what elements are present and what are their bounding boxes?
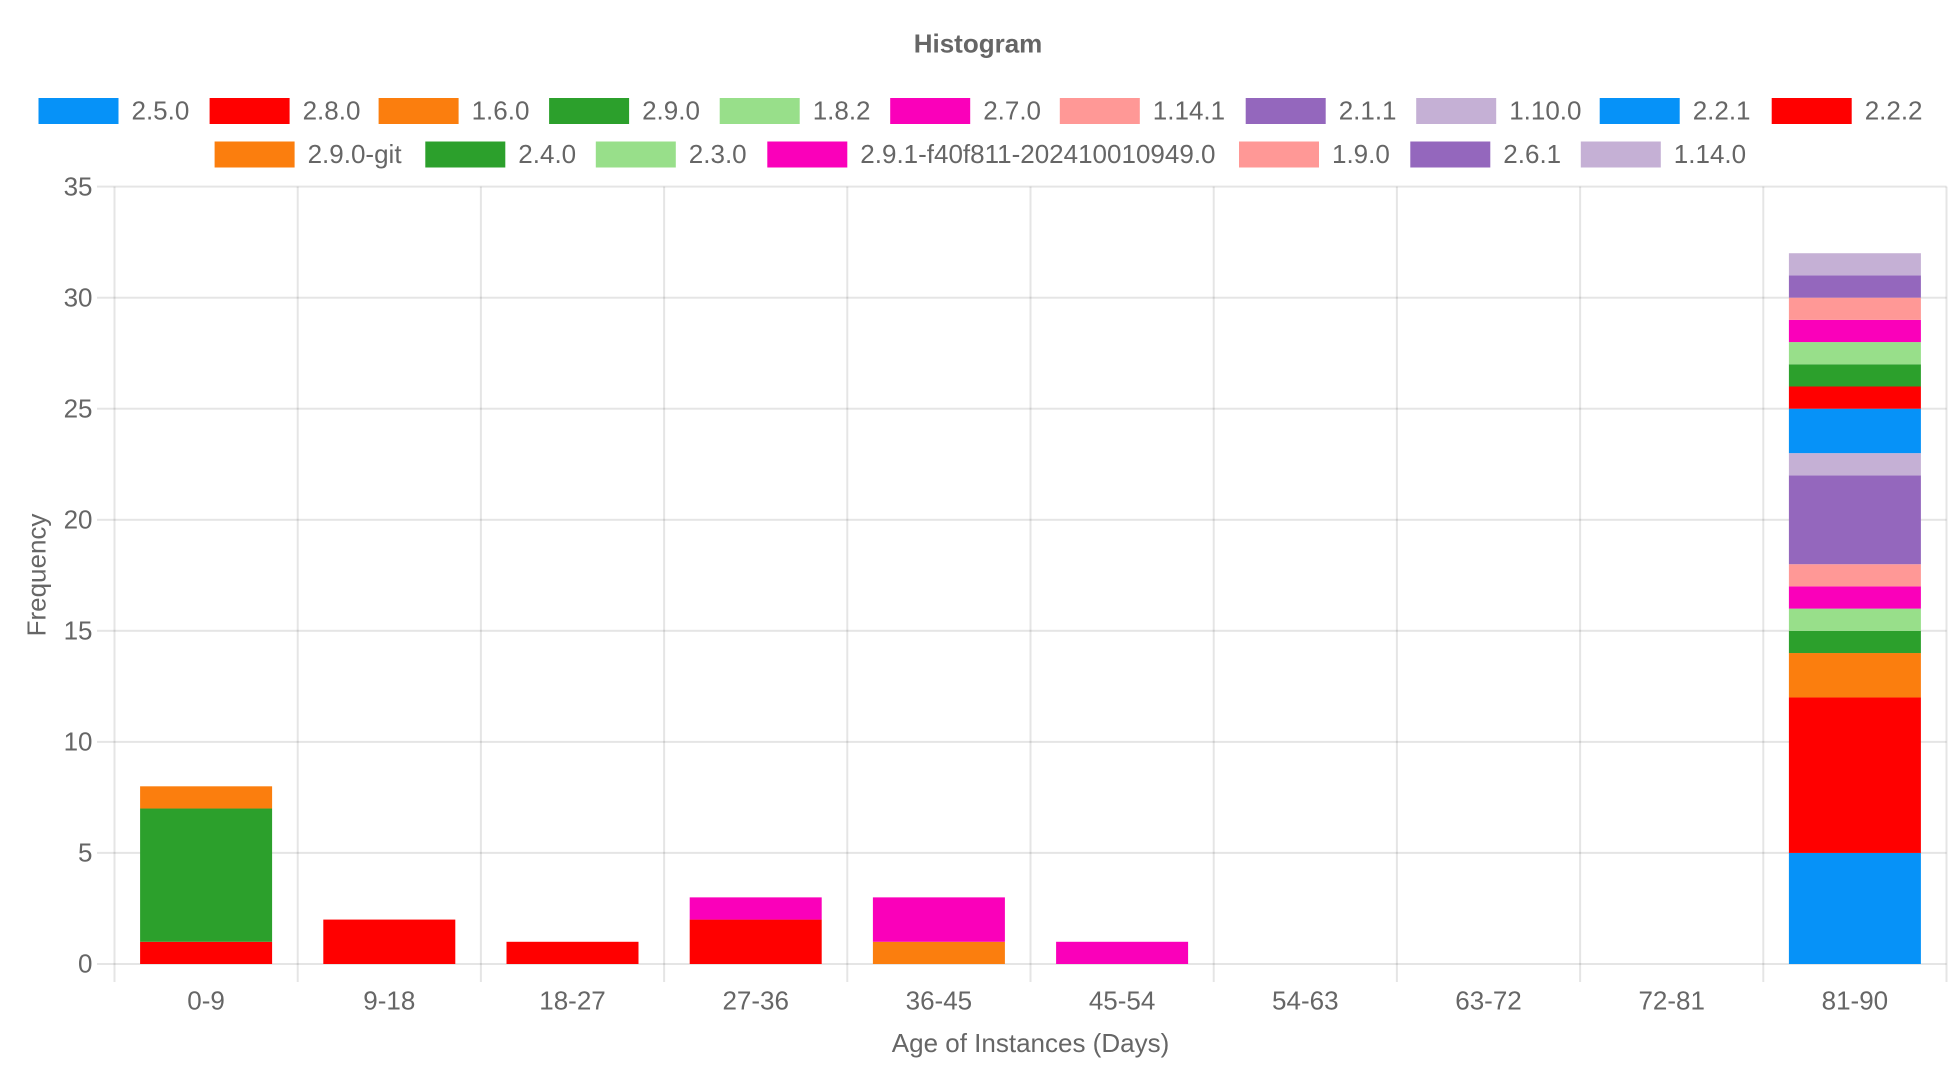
svg-text:45-54: 45-54 [1089, 986, 1156, 1016]
svg-text:2.4.0: 2.4.0 [518, 139, 576, 169]
svg-text:15: 15 [64, 616, 93, 646]
svg-text:2.2.2: 2.2.2 [1865, 96, 1923, 126]
svg-text:1.14.0: 1.14.0 [1674, 139, 1746, 169]
svg-text:72-81: 72-81 [1638, 986, 1705, 1016]
svg-text:1.9.0: 1.9.0 [1332, 139, 1390, 169]
svg-text:2.9.0-git: 2.9.0-git [308, 139, 403, 169]
svg-text:2.6.1: 2.6.1 [1503, 139, 1561, 169]
svg-text:54-63: 54-63 [1272, 986, 1339, 1016]
svg-text:1.8.2: 1.8.2 [813, 96, 871, 126]
svg-text:2.9.0: 2.9.0 [642, 96, 700, 126]
svg-text:0: 0 [78, 949, 92, 979]
svg-text:30: 30 [64, 282, 93, 312]
svg-text:5: 5 [78, 838, 92, 868]
svg-text:2.5.0: 2.5.0 [132, 96, 190, 126]
svg-text:10: 10 [64, 727, 93, 757]
svg-text:2.8.0: 2.8.0 [303, 96, 361, 126]
svg-text:81-90: 81-90 [1822, 986, 1889, 1016]
svg-text:35: 35 [64, 171, 93, 201]
svg-text:1.14.1: 1.14.1 [1153, 96, 1225, 126]
svg-text:25: 25 [64, 393, 93, 423]
svg-text:36-45: 36-45 [906, 986, 973, 1016]
svg-text:Frequency: Frequency [21, 514, 51, 637]
svg-text:63-72: 63-72 [1455, 986, 1522, 1016]
svg-text:9-18: 9-18 [363, 986, 415, 1016]
svg-text:1.10.0: 1.10.0 [1509, 96, 1581, 126]
svg-text:0-9: 0-9 [187, 986, 225, 1016]
svg-text:1.6.0: 1.6.0 [472, 96, 530, 126]
svg-text:20: 20 [64, 505, 93, 535]
svg-text:Histogram: Histogram [914, 29, 1043, 59]
svg-text:2.3.0: 2.3.0 [689, 139, 747, 169]
svg-text:18-27: 18-27 [539, 986, 606, 1016]
svg-text:2.9.1-f40f811-202410010949.0: 2.9.1-f40f811-202410010949.0 [860, 139, 1215, 169]
svg-text:2.7.0: 2.7.0 [983, 96, 1041, 126]
svg-text:27-36: 27-36 [722, 986, 789, 1016]
svg-text:2.1.1: 2.1.1 [1339, 96, 1397, 126]
svg-text:2.2.1: 2.2.1 [1693, 96, 1751, 126]
svg-text:Age of Instances (Days): Age of Instances (Days) [892, 1028, 1169, 1058]
